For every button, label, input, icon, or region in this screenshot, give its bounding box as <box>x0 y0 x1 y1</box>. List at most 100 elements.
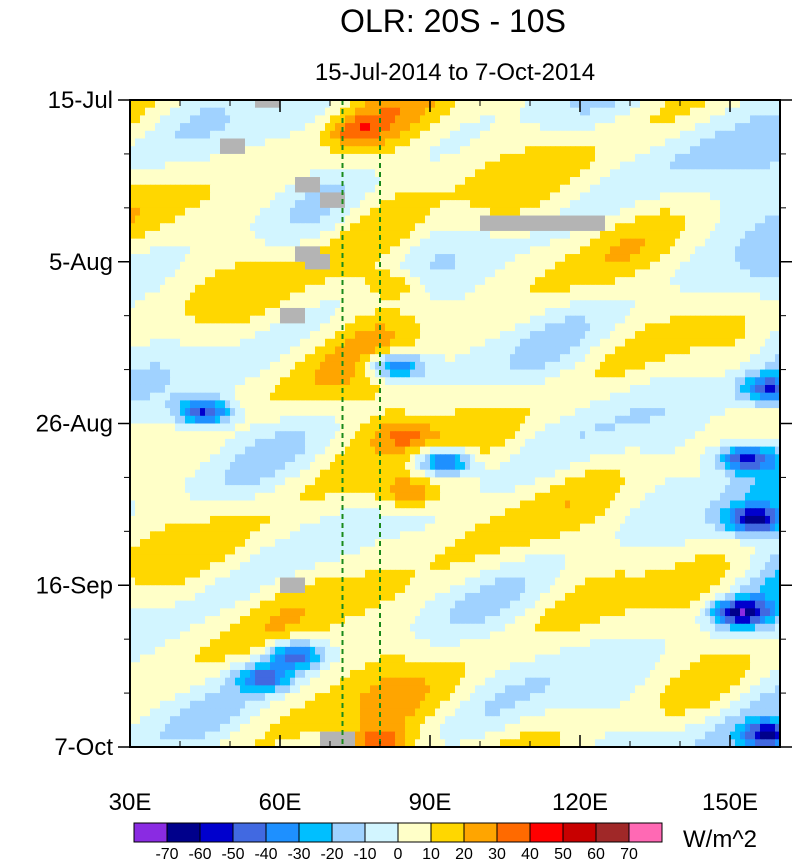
heatmap-cell <box>450 161 456 170</box>
heatmap-cell <box>280 207 286 217</box>
heatmap-cell <box>650 254 656 263</box>
heatmap-cell <box>405 192 411 201</box>
heatmap-cell <box>745 315 751 324</box>
heatmap-cell <box>160 146 166 155</box>
heatmap-cell <box>605 153 611 163</box>
heatmap-cell <box>635 207 641 217</box>
heatmap-cell <box>475 377 481 386</box>
heatmap-cell <box>420 361 426 371</box>
heatmap-cell <box>440 269 446 278</box>
heatmap-cell <box>325 315 331 324</box>
heatmap-cell <box>235 254 241 263</box>
heatmap-cell <box>535 246 541 255</box>
heatmap-cell <box>720 161 726 170</box>
heatmap-cell <box>545 384 551 394</box>
heatmap-cell <box>625 215 631 224</box>
heatmap-cell <box>445 138 451 147</box>
heatmap-cell <box>500 153 506 163</box>
heatmap-cell <box>490 315 496 324</box>
heatmap-cell <box>695 269 701 278</box>
heatmap-cell <box>290 161 296 170</box>
heatmap-cell <box>505 323 511 332</box>
heatmap-cell <box>765 292 771 301</box>
heatmap-cell <box>160 261 166 271</box>
heatmap-cell <box>485 238 491 247</box>
heatmap-cell <box>510 207 516 217</box>
heatmap-cell <box>760 146 766 155</box>
heatmap-cell <box>455 346 461 355</box>
heatmap-cell <box>570 246 576 255</box>
heatmap-cell <box>145 100 151 109</box>
heatmap-cell <box>750 246 756 255</box>
heatmap-cell <box>755 338 761 348</box>
heatmap-cell <box>690 192 696 201</box>
heatmap-cell <box>770 323 776 332</box>
heatmap-cell <box>180 123 186 132</box>
heatmap-cell <box>280 369 286 378</box>
heatmap-cell <box>130 223 136 232</box>
heatmap-cell <box>445 284 451 294</box>
heatmap-cell <box>320 230 326 240</box>
heatmap-cell <box>490 331 496 340</box>
heatmap-cell <box>755 361 761 371</box>
heatmap-cell <box>465 192 471 201</box>
heatmap-cell <box>430 284 436 294</box>
heatmap-cell <box>625 315 631 324</box>
heatmap-cell <box>700 207 706 217</box>
heatmap-cell <box>545 192 551 201</box>
heatmap-cell <box>285 377 291 386</box>
heatmap-cell <box>235 315 241 324</box>
heatmap-cell <box>640 384 646 394</box>
heatmap-cell <box>165 392 171 401</box>
heatmap-cell <box>425 146 431 155</box>
heatmap-cell <box>480 192 486 201</box>
heatmap-cell <box>290 200 296 209</box>
heatmap-cell <box>510 238 516 247</box>
heatmap-cell <box>195 277 201 286</box>
heatmap-cell <box>595 254 601 263</box>
heatmap-cell <box>600 269 606 278</box>
heatmap-cell <box>615 192 621 201</box>
heatmap-cell <box>560 346 566 355</box>
heatmap-cell <box>290 169 296 178</box>
heatmap-cell <box>285 238 291 247</box>
heatmap-cell <box>760 100 766 109</box>
heatmap-cell <box>685 223 691 232</box>
heatmap-cell <box>395 354 401 363</box>
heatmap-cell <box>145 300 151 309</box>
heatmap-cell <box>295 361 301 371</box>
heatmap-cell <box>260 323 266 332</box>
heatmap-cell <box>185 254 191 263</box>
heatmap-cell <box>670 138 676 147</box>
heatmap-cell <box>215 307 221 317</box>
heatmap-cell <box>605 292 611 301</box>
heatmap-cell <box>465 377 471 386</box>
heatmap-cell <box>725 369 731 378</box>
heatmap-cell <box>315 123 321 132</box>
heatmap-cell <box>190 184 196 194</box>
heatmap-cell <box>440 153 446 163</box>
heatmap-cell <box>655 184 661 194</box>
heatmap-cell <box>550 331 556 340</box>
heatmap-cell <box>725 138 731 147</box>
heatmap-cell <box>750 177 756 186</box>
heatmap-cell <box>385 230 391 240</box>
heatmap-cell <box>475 369 481 378</box>
heatmap-cell <box>560 354 566 363</box>
heatmap-cell <box>480 323 486 332</box>
heatmap-cell <box>645 177 651 186</box>
heatmap-cell <box>425 177 431 186</box>
heatmap-cell <box>595 161 601 170</box>
heatmap-cell <box>310 238 316 247</box>
heatmap-cell <box>770 123 776 132</box>
heatmap-cell <box>625 254 631 263</box>
heatmap-cell <box>165 346 171 355</box>
heatmap-cell <box>620 377 626 386</box>
heatmap-cell <box>270 315 276 324</box>
heatmap-cell <box>275 292 281 301</box>
heatmap-cell <box>735 377 741 386</box>
heatmap-cell <box>315 138 321 147</box>
heatmap-cell <box>585 130 591 140</box>
heatmap-cell <box>485 315 491 324</box>
heatmap-cell <box>470 338 476 348</box>
